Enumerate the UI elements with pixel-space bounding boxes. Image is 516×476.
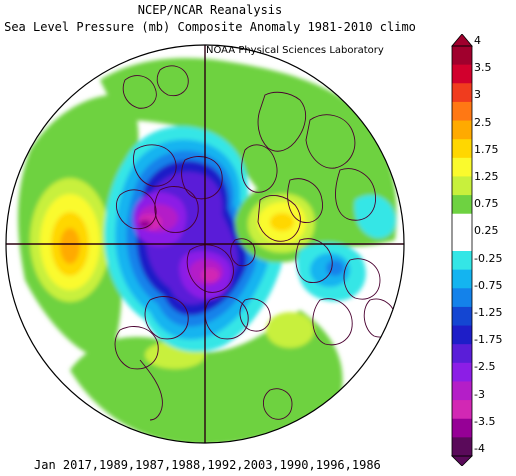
colorbar-tick-label: -1.75 (474, 333, 503, 347)
colorbar-tick-label: -1.25 (474, 306, 503, 319)
colorbar-tick-label: 3 (474, 88, 481, 102)
colorbar-swatch (452, 46, 472, 66)
colorbar (451, 34, 473, 466)
colorbar-tick-label: -3.5 (474, 414, 496, 428)
colorbar-swatch (452, 101, 472, 122)
colorbar-tick-label: 3.5 (474, 61, 492, 75)
colorbar-tick-label: 4 (474, 34, 481, 47)
colorbar-tick-label: -4 (474, 442, 485, 455)
colorbar-frame (451, 45, 473, 457)
colorbar-swatch (452, 362, 472, 382)
colorbar-swatch (452, 195, 472, 215)
colorbar-tick-label: -2.5 (474, 360, 496, 374)
colorbar-tick-label: -0.25 (474, 251, 503, 265)
colorbar-swatch (452, 418, 472, 438)
chart-title: NCEP/NCAR Reanalysis (137, 3, 283, 17)
coastlines (114, 65, 396, 421)
colorbar-swatch (452, 269, 472, 289)
colorbar-swatch (452, 381, 472, 401)
colorbar-swatch (452, 176, 472, 196)
colorbar-swatch (452, 400, 472, 420)
date-list: Jan 2017,1989,1987,1988,1992,2003,1990,1… (34, 458, 381, 472)
colorbar-tick-label: -0.75 (474, 278, 503, 292)
map-boundary (5, 44, 405, 444)
colorbar-tick-label: 1.25 (474, 170, 499, 183)
colorbar-min-arrow (451, 455, 473, 466)
colorbar-swatch (452, 232, 472, 252)
colorbar-swatch (452, 306, 472, 327)
anomaly-field (6, 45, 404, 443)
colorbar-tick-label: 2.5 (474, 115, 492, 129)
colorbar-swatch (452, 120, 472, 140)
credit-text: NOAA Physical Sciences Laboratory (206, 45, 384, 56)
colorbar-swatch (452, 139, 472, 159)
colorbar-swatch (452, 344, 472, 364)
colorbar-swatch (452, 288, 472, 308)
colorbar-swatch (452, 437, 472, 457)
colorbar-swatch (452, 64, 472, 84)
colorbar-swatch (452, 325, 472, 345)
colorbar-tick-label: 0.75 (474, 197, 499, 211)
colorbar-swatch (452, 213, 472, 233)
colorbar-swatch (452, 83, 472, 103)
colorbar-tick-label: 0.25 (474, 224, 499, 238)
colorbar-swatch (452, 157, 472, 177)
colorbar-max-arrow (451, 34, 473, 47)
colorbar-tick-label: 1.75 (474, 142, 499, 156)
colorbar-tick-label: -3 (474, 387, 485, 401)
chart-subtitle: Sea Level Pressure (mb) Composite Anomal… (4, 20, 416, 34)
colorbar-swatch (452, 251, 472, 271)
